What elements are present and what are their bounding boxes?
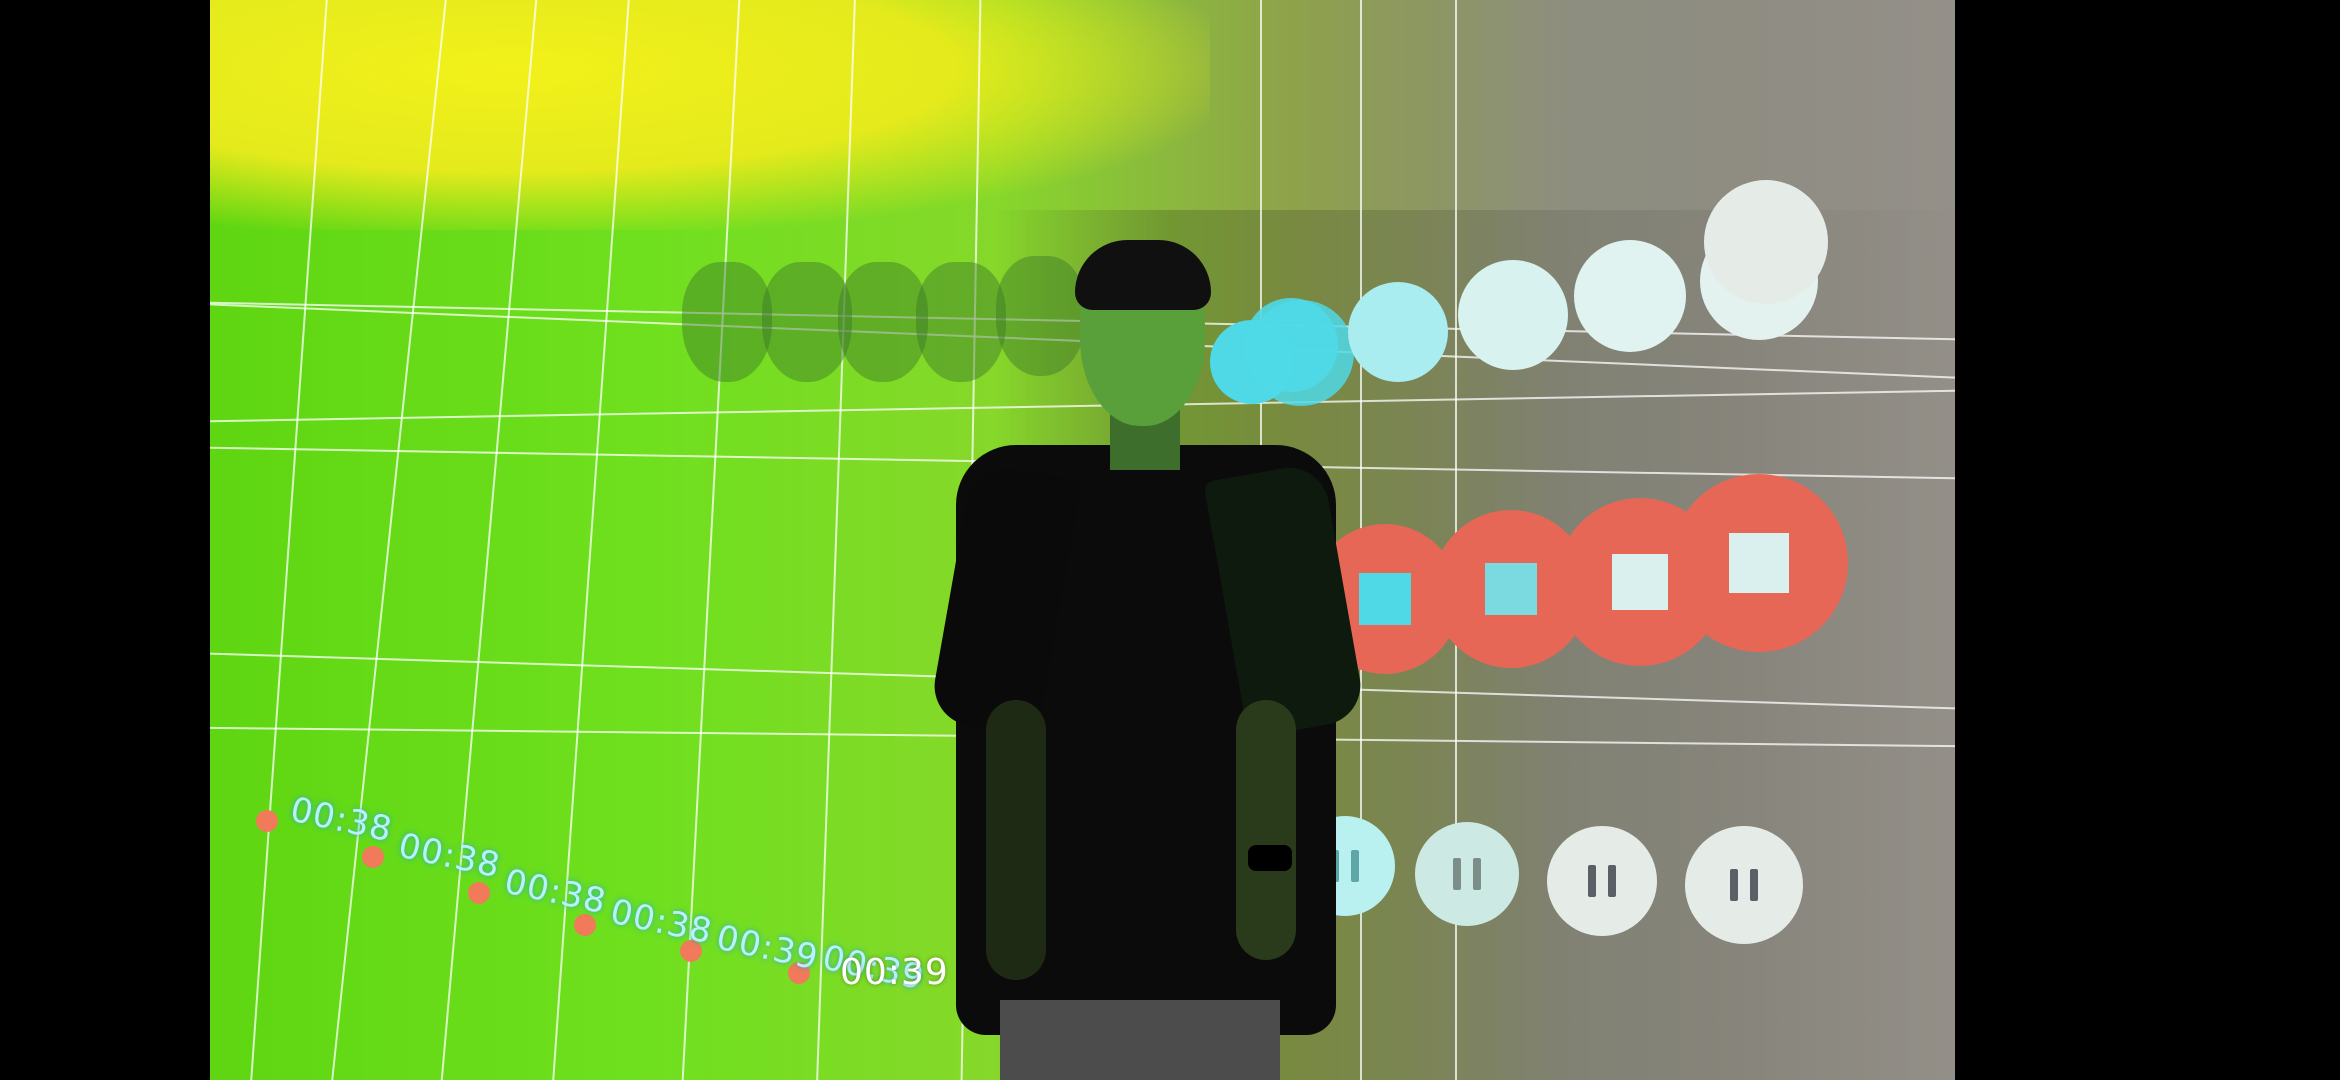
head-echo <box>762 262 852 382</box>
trail-circle <box>1248 300 1354 406</box>
stop-icon <box>1359 573 1411 625</box>
head-echo <box>996 256 1086 376</box>
wristwatch <box>1248 845 1292 871</box>
time-dot <box>680 940 702 962</box>
trail-circle <box>1348 282 1448 382</box>
head-echo <box>682 262 772 382</box>
time-dot <box>788 962 810 984</box>
yellow-glow <box>210 0 1210 230</box>
current-time: 00:39 <box>840 952 949 993</box>
stop-icon <box>1485 563 1537 615</box>
pause-button[interactable] <box>1547 826 1657 936</box>
pause-icon <box>1730 869 1738 901</box>
time-dot <box>468 882 490 904</box>
person-hair <box>1075 240 1211 310</box>
trail-circle <box>1574 240 1686 352</box>
pause-icon <box>1588 865 1596 897</box>
stop-icon <box>1729 533 1789 593</box>
time-dot <box>362 846 384 868</box>
person-arm-right <box>1236 700 1296 960</box>
person-arm-left <box>986 700 1046 980</box>
stop-button[interactable] <box>1670 474 1848 652</box>
time-dot <box>256 810 278 832</box>
person-pants <box>1000 1000 1280 1080</box>
trail-circle <box>1704 180 1828 304</box>
pause-icon <box>1453 858 1461 890</box>
trail-circle <box>1458 260 1568 370</box>
stop-icon <box>1612 554 1668 610</box>
pause-button[interactable] <box>1415 822 1519 926</box>
time-dot <box>574 914 596 936</box>
head-echo <box>916 262 1006 382</box>
pause-button[interactable] <box>1685 826 1803 944</box>
head-echo <box>838 262 928 382</box>
